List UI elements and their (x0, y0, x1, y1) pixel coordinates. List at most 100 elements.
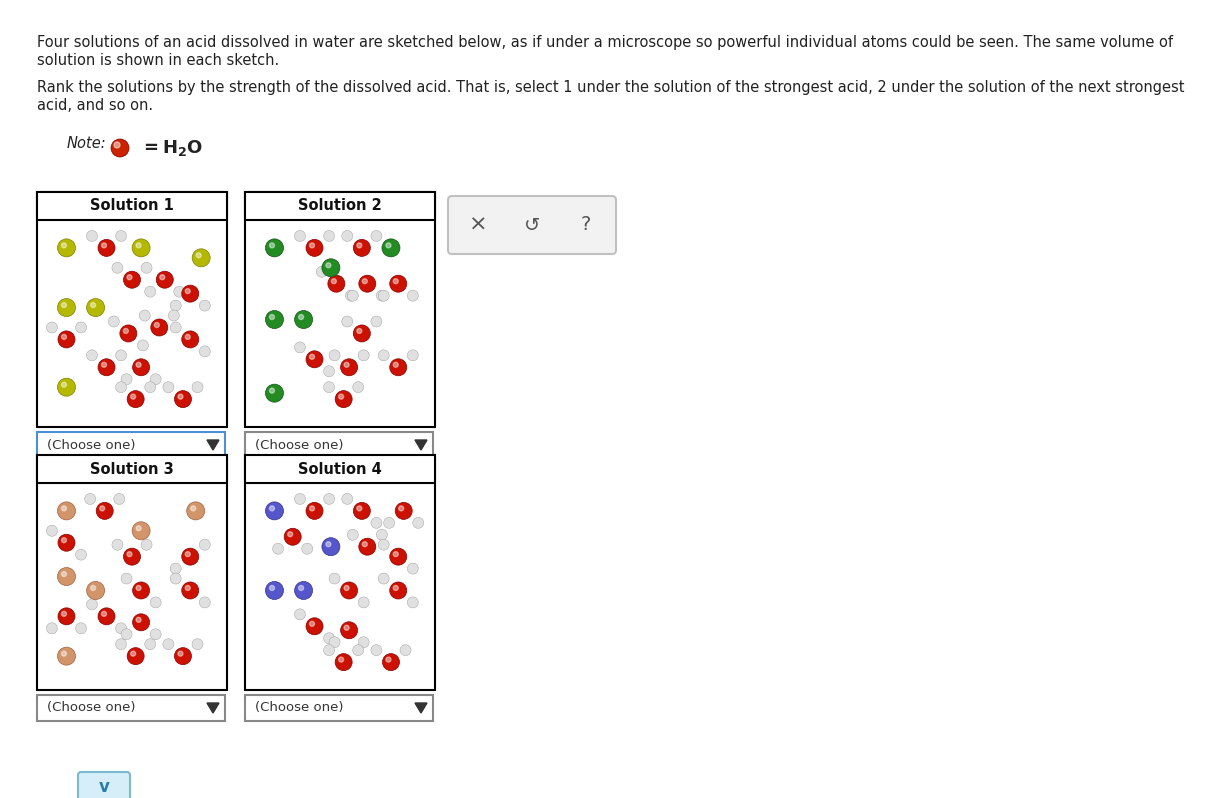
Circle shape (294, 342, 305, 353)
Circle shape (393, 586, 398, 591)
Circle shape (192, 381, 202, 393)
Text: ×: × (469, 215, 487, 235)
Circle shape (270, 506, 275, 511)
Circle shape (371, 231, 382, 242)
Circle shape (324, 381, 335, 393)
Circle shape (101, 362, 106, 367)
Circle shape (353, 645, 364, 656)
Circle shape (299, 586, 304, 591)
Circle shape (265, 384, 283, 402)
Circle shape (288, 531, 293, 537)
Circle shape (347, 290, 358, 301)
Text: Solution 4: Solution 4 (298, 461, 382, 476)
Circle shape (175, 648, 192, 665)
Circle shape (324, 645, 335, 656)
Circle shape (182, 285, 199, 302)
Circle shape (58, 331, 75, 348)
Circle shape (136, 243, 141, 248)
Circle shape (199, 346, 211, 357)
Circle shape (357, 329, 362, 334)
Circle shape (357, 243, 362, 248)
Circle shape (371, 645, 382, 656)
Circle shape (270, 314, 275, 319)
Circle shape (389, 359, 407, 376)
Circle shape (76, 622, 87, 634)
Text: (Choose one): (Choose one) (255, 701, 343, 714)
Circle shape (389, 582, 407, 599)
Bar (37, 695, 225, 721)
Bar (245, 192, 435, 427)
Circle shape (395, 503, 412, 519)
Circle shape (316, 267, 328, 277)
Circle shape (199, 300, 211, 311)
Circle shape (359, 275, 376, 292)
Circle shape (160, 275, 165, 280)
Circle shape (186, 334, 190, 339)
Circle shape (170, 322, 181, 333)
Circle shape (120, 573, 133, 584)
Circle shape (192, 249, 210, 267)
Circle shape (101, 243, 106, 248)
Circle shape (175, 390, 192, 408)
Circle shape (358, 597, 369, 608)
Circle shape (123, 329, 129, 334)
Circle shape (90, 302, 95, 307)
Circle shape (322, 538, 340, 555)
Circle shape (137, 340, 148, 351)
Circle shape (265, 239, 283, 257)
Circle shape (87, 298, 105, 317)
Circle shape (331, 279, 336, 284)
Circle shape (359, 538, 376, 555)
Circle shape (383, 517, 395, 528)
Circle shape (342, 316, 353, 327)
Circle shape (363, 542, 368, 547)
Circle shape (61, 651, 66, 656)
Circle shape (389, 548, 407, 565)
Circle shape (133, 522, 151, 539)
Circle shape (133, 239, 151, 257)
Circle shape (127, 551, 133, 557)
Circle shape (353, 381, 364, 393)
Circle shape (136, 586, 141, 591)
Circle shape (151, 629, 161, 640)
Circle shape (186, 551, 190, 557)
Circle shape (357, 506, 362, 511)
Circle shape (400, 645, 411, 656)
Circle shape (324, 231, 335, 242)
Circle shape (120, 629, 133, 640)
Circle shape (341, 622, 358, 638)
Circle shape (116, 231, 127, 242)
Circle shape (58, 608, 75, 625)
Circle shape (61, 506, 66, 511)
Circle shape (151, 373, 161, 385)
Circle shape (270, 388, 275, 393)
Circle shape (98, 608, 114, 625)
Circle shape (170, 563, 181, 574)
Circle shape (163, 381, 174, 393)
Circle shape (335, 654, 352, 670)
Circle shape (127, 275, 133, 280)
Circle shape (170, 573, 181, 584)
Circle shape (341, 359, 358, 376)
Circle shape (130, 651, 136, 656)
Circle shape (136, 362, 141, 367)
Text: ?: ? (581, 215, 592, 235)
Circle shape (294, 310, 312, 329)
Circle shape (119, 325, 137, 342)
Circle shape (61, 302, 66, 307)
Circle shape (386, 657, 390, 662)
Circle shape (128, 648, 145, 665)
Circle shape (294, 231, 305, 242)
Circle shape (306, 618, 323, 634)
Polygon shape (415, 440, 427, 450)
Circle shape (335, 390, 352, 408)
Circle shape (58, 534, 75, 551)
Circle shape (186, 586, 190, 591)
Circle shape (112, 263, 123, 273)
Circle shape (157, 271, 174, 288)
Circle shape (101, 611, 106, 616)
Circle shape (190, 506, 195, 511)
Circle shape (100, 506, 105, 511)
Circle shape (61, 571, 66, 576)
Circle shape (199, 597, 211, 608)
